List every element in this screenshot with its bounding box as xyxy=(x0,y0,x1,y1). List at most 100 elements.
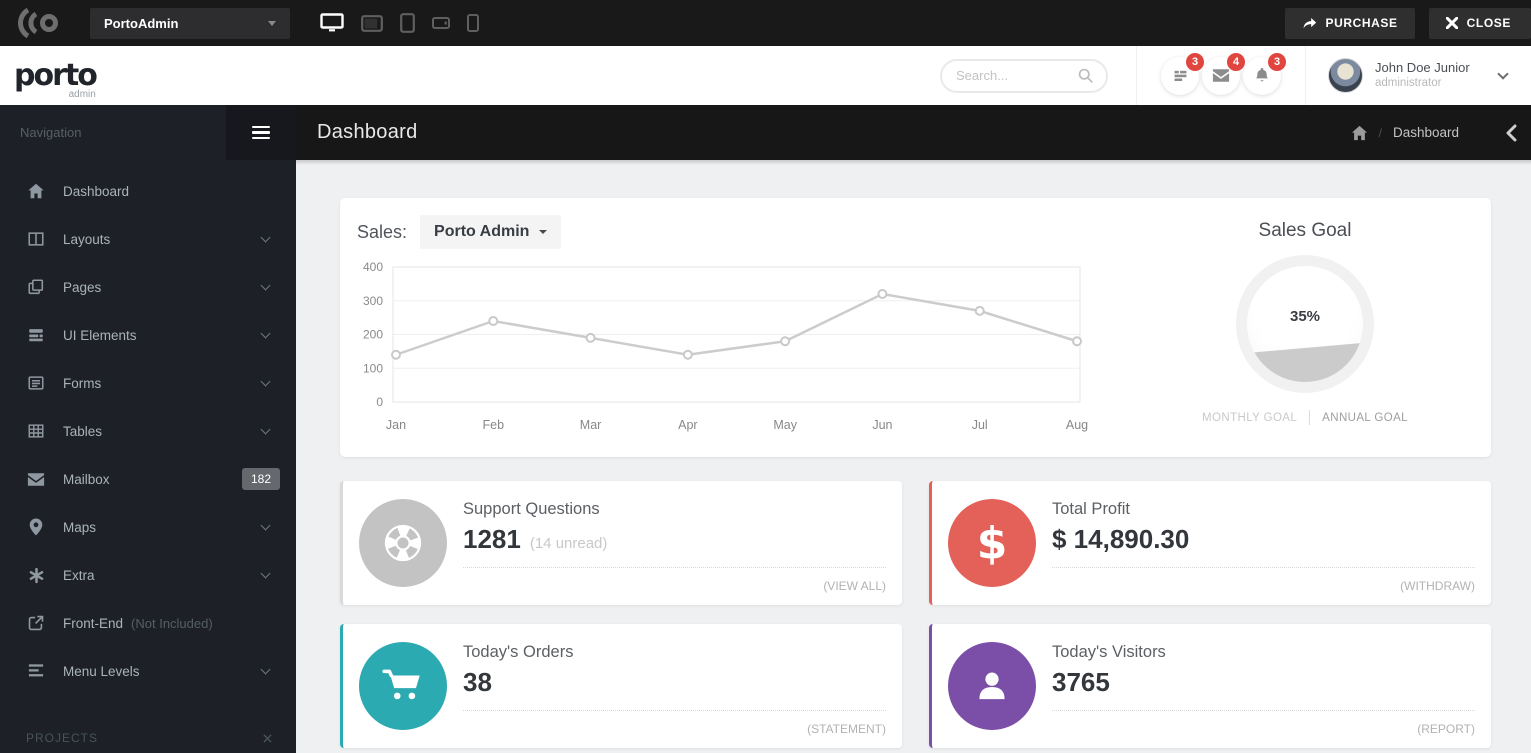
close-icon xyxy=(1445,17,1458,29)
svg-text:0: 0 xyxy=(376,395,383,409)
svg-text:200: 200 xyxy=(363,328,383,342)
card-todays-orders: Today's Orders 38 (STATEMENT) xyxy=(340,624,902,748)
tablet-portrait-icon[interactable] xyxy=(400,13,415,33)
mobile-landscape-icon[interactable] xyxy=(432,17,450,29)
page-title: Dashboard xyxy=(317,121,418,143)
sidebar-item-layouts[interactable]: Layouts xyxy=(0,215,296,263)
user-menu[interactable]: John Doe Junior administrator xyxy=(1306,46,1531,105)
divider xyxy=(1136,46,1137,105)
search-icon[interactable] xyxy=(1077,67,1094,84)
map-marker-icon xyxy=(26,518,46,536)
mailbox-count-badge: 182 xyxy=(241,468,280,490)
sidebar-header: Navigation xyxy=(0,105,296,160)
search-input[interactable] xyxy=(954,67,1077,84)
sidebar-item-maps[interactable]: Maps xyxy=(0,503,296,551)
chevron-down-icon xyxy=(260,232,271,243)
sales-goal-widget: Sales Goal 35% MONTHLY GOAL ANNUAL GOAL xyxy=(1185,220,1425,425)
desktop-icon[interactable] xyxy=(320,13,344,33)
sidebar-nav: Dashboard Layouts Pages xyxy=(0,167,296,695)
sales-goal-title: Sales Goal xyxy=(1258,220,1352,241)
chevron-down-icon xyxy=(268,20,276,26)
stat-value: 38 xyxy=(463,667,492,697)
sidebar-section-label: Navigation xyxy=(20,125,82,140)
table-icon xyxy=(26,422,46,440)
app-header: porto admin 3 xyxy=(0,46,1531,105)
sales-selector-row: Sales: Porto Admin xyxy=(357,215,562,249)
svg-text:Jul: Jul xyxy=(972,418,988,432)
svg-text:Jun: Jun xyxy=(872,418,892,432)
alerts-button[interactable]: 3 xyxy=(1243,52,1286,95)
sales-source-select[interactable]: Porto Admin xyxy=(420,215,562,249)
demo-topbar: PortoAdmin PURCHASE xyxy=(0,0,1531,46)
mail-badge: 4 xyxy=(1227,52,1245,71)
chevron-down-icon xyxy=(260,280,271,291)
chevron-down-icon xyxy=(260,520,271,531)
external-link-icon xyxy=(26,614,46,632)
panel-collapse-icon[interactable] xyxy=(1505,124,1517,142)
sidebar-item-forms[interactable]: Forms xyxy=(0,359,296,407)
tablet-landscape-icon[interactable] xyxy=(361,14,383,32)
shopping-cart-icon xyxy=(359,642,447,730)
breadcrumb: / Dashboard xyxy=(1351,125,1459,141)
sidebar-item-menu-levels[interactable]: Menu Levels xyxy=(0,647,296,695)
sidebar-item-tables[interactable]: Tables xyxy=(0,407,296,455)
page-header: Dashboard / Dashboard xyxy=(296,105,1531,160)
not-included-note: (Not Included) xyxy=(131,615,213,631)
statement-link[interactable]: (STATEMENT) xyxy=(807,722,886,736)
messages-button[interactable]: 3 xyxy=(1161,52,1204,95)
report-link[interactable]: (REPORT) xyxy=(1417,722,1475,736)
topbar-actions: PURCHASE CLOSE xyxy=(1284,7,1531,39)
envelope-icon xyxy=(1212,69,1230,82)
content: Sales: Porto Admin 400 300 200 100 0 Jan Feb Ma… xyxy=(296,165,1531,753)
envelope-icon xyxy=(26,472,46,487)
stat-cards: Support Questions 1281 (14 unread) (VIEW… xyxy=(340,481,1491,748)
sales-label: Sales: xyxy=(357,221,408,242)
card-todays-visitors: Today's Visitors 3765 (REPORT) xyxy=(929,624,1491,748)
sidebar-item-dashboard[interactable]: Dashboard xyxy=(0,167,296,215)
copy-icon xyxy=(26,278,46,296)
svg-text:Mar: Mar xyxy=(580,418,602,432)
chevron-down-icon xyxy=(260,376,271,387)
alerts-badge: 3 xyxy=(1268,52,1286,71)
svg-text:Jan: Jan xyxy=(386,418,406,432)
bars-icon xyxy=(26,663,46,679)
svg-text:Feb: Feb xyxy=(483,418,505,432)
sidebar-toggle-button[interactable] xyxy=(226,105,296,160)
bell-icon xyxy=(1256,67,1268,82)
home-icon[interactable] xyxy=(1351,125,1368,141)
sidebar-item-ui-elements[interactable]: UI Elements xyxy=(0,311,296,359)
messages-badge: 3 xyxy=(1186,52,1204,71)
withdraw-link[interactable]: (WITHDRAW) xyxy=(1400,579,1475,593)
stat-note: (14 unread) xyxy=(529,535,608,552)
mail-button[interactable]: 4 xyxy=(1202,52,1245,95)
sidebar-item-mailbox[interactable]: Mailbox 182 xyxy=(0,455,296,503)
layers-icon xyxy=(26,326,46,344)
projects-section-header: PROJECTS xyxy=(0,723,296,753)
porto-logo[interactable]: porto admin xyxy=(14,57,98,100)
mobile-portrait-icon[interactable] xyxy=(467,14,479,32)
goal-tabs: MONTHLY GOAL ANNUAL GOAL xyxy=(1185,410,1425,425)
stat-value: $ 14,890.30 xyxy=(1052,524,1190,554)
sales-goal-gauge: 35% xyxy=(1236,255,1374,393)
tab-annual-goal[interactable]: ANNUAL GOAL xyxy=(1322,411,1408,424)
purchase-button[interactable]: PURCHASE xyxy=(1284,7,1415,39)
tab-monthly-goal[interactable]: MONTHLY GOAL xyxy=(1202,411,1298,424)
sidebar-item-pages[interactable]: Pages xyxy=(0,263,296,311)
svg-text:100: 100 xyxy=(363,361,383,375)
theme-select[interactable]: PortoAdmin xyxy=(90,7,290,39)
view-all-link[interactable]: (VIEW ALL) xyxy=(823,579,886,593)
svg-text:May: May xyxy=(773,418,797,432)
search-box xyxy=(940,58,1108,93)
sidebar-item-extra[interactable]: Extra xyxy=(0,551,296,599)
device-preview-switcher xyxy=(320,13,479,33)
envato-logo-icon[interactable] xyxy=(18,6,60,40)
gauge-fill xyxy=(1247,342,1363,382)
main-area: Dashboard / Dashboard Sales: xyxy=(296,105,1531,753)
close-button[interactable]: CLOSE xyxy=(1428,7,1531,39)
sidebar-item-front-end[interactable]: Front-End (Not Included) xyxy=(0,599,296,647)
breadcrumb-current[interactable]: Dashboard xyxy=(1392,125,1459,140)
close-icon[interactable] xyxy=(263,733,272,743)
gauge-percent: 35% xyxy=(1289,308,1321,325)
divider xyxy=(1309,410,1311,425)
